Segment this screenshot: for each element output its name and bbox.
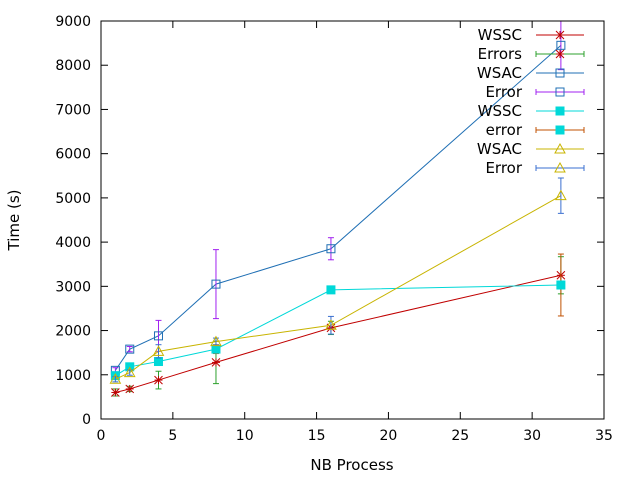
axes: 0 5 10 15 20 25 30 35 0 1000 2000 3000 4000 5000 6000 7… [55, 14, 613, 444]
y-tick-label-2: 2000 [55, 324, 91, 340]
legend-label-error-1: Error [485, 83, 522, 101]
series-0-point-3 [211, 358, 221, 367]
series-1 [110, 20, 566, 375]
series-3-errorbar-1 [126, 369, 133, 376]
y-tick-label-6: 6000 [55, 147, 91, 163]
series-2-point-5 [556, 280, 566, 290]
y-tick-label-8: 8000 [55, 58, 91, 74]
plot-area [109, 20, 567, 397]
series-1-point-3 [211, 279, 221, 289]
y-axis-label: Time (s) [5, 190, 23, 252]
x-tick-label-0: 0 [97, 428, 106, 444]
series-0-point-0 [111, 388, 120, 397]
series-1-errorbar-5 [557, 20, 564, 71]
legend-marker-series-0 [555, 30, 565, 40]
legend-label-series-0: WSSC [478, 26, 522, 44]
legend-entry-series-1: WSAC [477, 64, 584, 82]
legend-label-error-2: error [486, 121, 523, 139]
legend-marker-error-2 [555, 125, 565, 135]
y-tick-label-0: 0 [82, 412, 91, 428]
legend-label-series-3: WSAC [477, 140, 522, 158]
legend-marker-error-0 [555, 49, 565, 59]
series-3-point-5 [555, 189, 567, 201]
legend-marker-series-1 [555, 68, 565, 78]
x-tick-label-7: 35 [595, 428, 613, 444]
series-0-line [115, 274, 561, 393]
series-2 [110, 253, 566, 381]
series-1-errorbar-4 [327, 237, 334, 261]
y-tick-label-5: 5000 [55, 191, 91, 207]
x-tick-label-6: 30 [523, 428, 541, 444]
series-1-point-2 [153, 331, 163, 341]
series-3-errorbar-0 [112, 376, 119, 383]
x-tick-label-3: 15 [308, 428, 326, 444]
series-1-point-1 [125, 344, 135, 354]
series-1-point-4 [326, 244, 336, 254]
series-0 [111, 256, 566, 397]
series-3-point-0 [109, 373, 122, 384]
series-2-point-4 [326, 285, 336, 295]
legend-marker-error-3 [554, 161, 566, 173]
x-tick-label-1: 5 [168, 428, 177, 444]
legend-entry-series-3: WSAC [477, 140, 584, 158]
legend-label-error-0: Errors [478, 45, 523, 63]
plot-frame [100, 20, 605, 420]
legend-marker-error-1 [555, 87, 565, 97]
series-2-point-3 [211, 344, 221, 354]
legend-entry-error-1: Error [485, 83, 585, 101]
series-3-line [115, 195, 562, 380]
series-3-point-2 [152, 345, 165, 356]
x-axis-label: NB Process [310, 456, 393, 474]
legend-entry-series-2: WSSC [478, 102, 584, 120]
series-1-errorbar-1 [126, 345, 133, 353]
series-3-point-4 [325, 319, 337, 330]
legend-marker-series-2 [555, 106, 565, 116]
series-3 [109, 177, 567, 384]
series-3-errorbar-5 [557, 177, 564, 214]
legend-label-series-2: WSSC [478, 102, 522, 120]
legend-label-series-1: WSAC [477, 64, 522, 82]
series-3-point-3 [210, 335, 222, 347]
y-tick-label-4: 4000 [55, 235, 91, 251]
series-2-line [115, 284, 561, 377]
series-3-point-1 [123, 366, 136, 378]
legend-marker-series-3 [554, 142, 566, 154]
series-0-point-1 [125, 384, 135, 394]
legend-label-error-3: Error [485, 159, 522, 177]
series-1-errorbar-3 [212, 249, 219, 320]
series-2-point-2 [153, 357, 163, 367]
series-1-point-5 [556, 40, 566, 50]
y-tick-label-1: 1000 [55, 368, 91, 384]
legend-entry-series-0: WSSC [478, 26, 584, 44]
series-0-point-2 [154, 375, 163, 385]
x-tick-label-5: 25 [451, 428, 469, 444]
legend-entry-error-2: error [486, 121, 585, 139]
legend-entry-error-0: Errors [478, 45, 585, 63]
y-tick-label-3: 3000 [55, 279, 91, 295]
y-tick-label-7: 7000 [55, 102, 91, 118]
x-tick-label-4: 20 [380, 428, 398, 444]
legend-entry-error-3: Error [485, 159, 585, 177]
y-tick-label-9: 9000 [55, 14, 91, 30]
x-tick-label-2: 10 [236, 428, 254, 444]
